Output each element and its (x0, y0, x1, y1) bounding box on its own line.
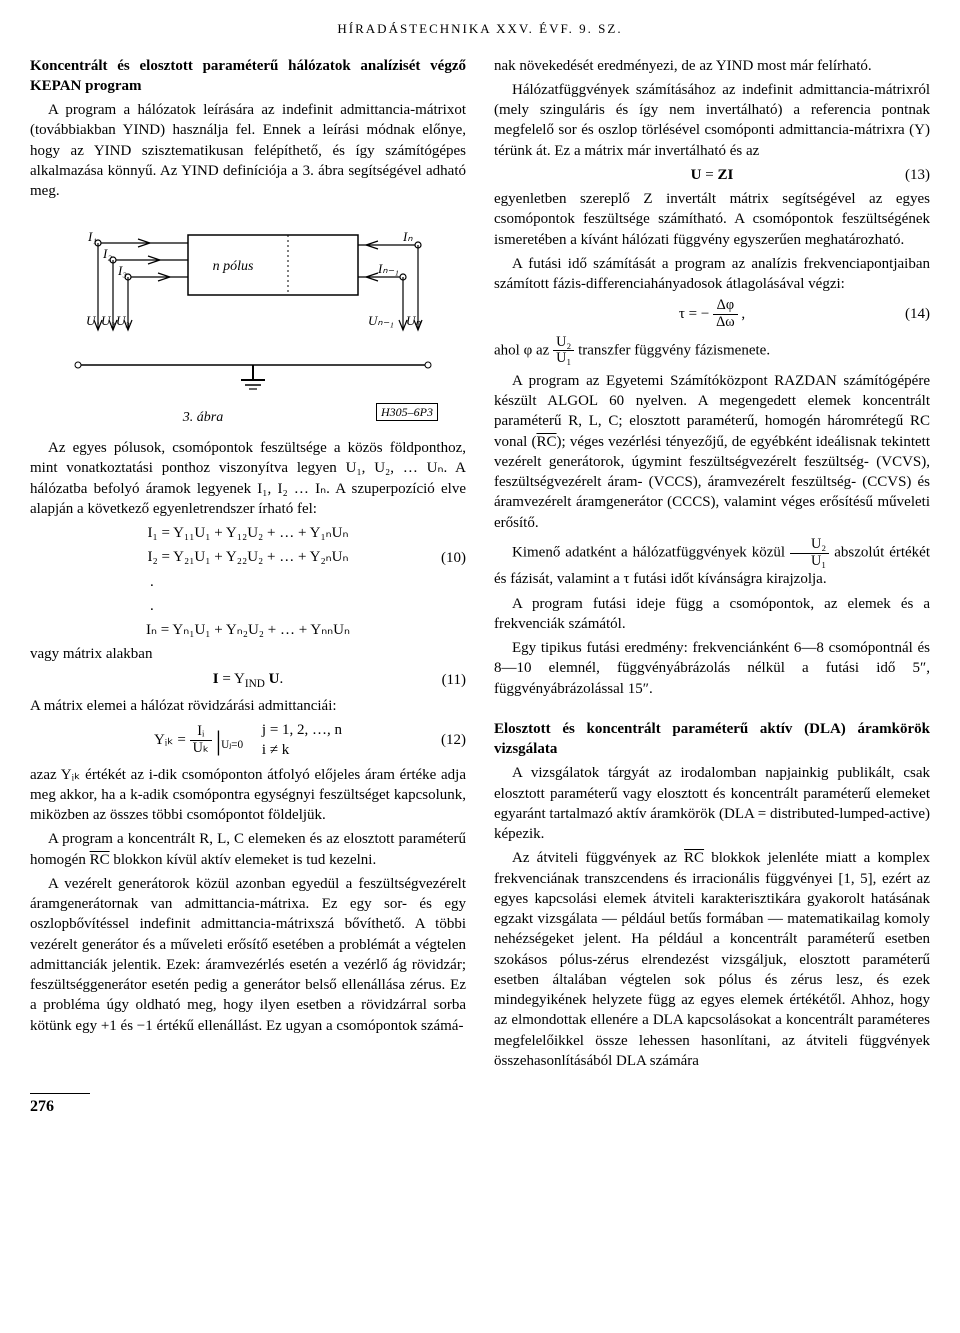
left-column: Koncentrált és elosztott paraméterű háló… (30, 56, 466, 1076)
para: A futási idő számítását a program az ana… (494, 254, 930, 295)
eq-text: U = ZI (691, 167, 734, 183)
para: Kimenő adatként a hálózatfüggvények közü… (494, 537, 930, 590)
circuit-diagram-svg: n pólus I₁ I₂ I₃ (58, 215, 438, 405)
eq-10a: I₁ = Y₁₁U₁ + Y₁₂U₂ + … + Y₁ₙUₙ (30, 523, 466, 543)
para: Az átviteli függvények az RC blokkok jel… (494, 848, 930, 1071)
para: Hálózatfüggvények számításához az indefi… (494, 80, 930, 161)
eq-num: (13) (905, 165, 930, 185)
text: blokkok jelenléte miatt a komplex frekve… (494, 850, 930, 1069)
i3-label: I₃ (117, 263, 127, 278)
i2-label: I₂ (102, 246, 112, 261)
eq-num: (14) (905, 304, 930, 324)
figure-3: n pólus I₁ I₂ I₃ (30, 215, 466, 428)
footer-rule (30, 1093, 90, 1094)
para: ahol φ az U₂U₁ transzfer függvény fázism… (494, 335, 930, 367)
rc-overline: RC (90, 852, 110, 868)
para: egyenletben szereplő Z invertált mátrix … (494, 189, 930, 250)
eq-text: I₂ = Y₂₁U₁ + Y₂₂U₂ + … + Y₂ₙUₙ (148, 549, 349, 565)
para: nak növekedését eredményezi, de az YIND … (494, 56, 930, 76)
in-label: Iₙ (402, 229, 413, 244)
para: A program a hálózatok leírására az indef… (30, 100, 466, 201)
text: ahol φ az (494, 342, 553, 358)
para: azaz Yᵢₖ értékét az i-dik csomóponton át… (30, 765, 466, 826)
para: A mátrix elemei a hálózat rövidzárási ad… (30, 696, 466, 716)
eq-13: U = ZI (13) (494, 165, 930, 185)
text: ); véges vezérlési tényezőjű, de egyébké… (494, 434, 930, 531)
eq-num: (11) (442, 670, 466, 690)
figure-code-box: H305–6P3 (376, 403, 438, 421)
running-header: HÍRADÁSTECHNIKA XXV. ÉVF. 9. SZ. (30, 20, 930, 38)
un-label: Uₙ (406, 313, 421, 328)
eq-dots: . (30, 572, 466, 592)
eq-num: (10) (441, 547, 466, 567)
para: A program futási ideje függ a csomóponto… (494, 594, 930, 635)
right-column: nak növekedését eredményezi, de az YIND … (494, 56, 930, 1076)
eq-text: I = YIND U. (213, 671, 283, 687)
eq-num: (12) (441, 730, 466, 750)
frac: U₂U₁ (553, 335, 574, 367)
para: A vezérelt generátorok közül azonban egy… (30, 874, 466, 1036)
text: Az átviteli függvények az (512, 850, 684, 866)
frac: U₂U₁ (790, 537, 829, 569)
para: vagy mátrix alakban (30, 644, 466, 664)
u3-label: U₃ (116, 313, 130, 328)
npolus-label: n pólus (213, 259, 254, 274)
rc-overline: RC (684, 850, 704, 866)
eq-11: I = YIND U. (11) (30, 669, 466, 692)
section-title-dla: Elosztott és koncentrált paraméterű aktí… (494, 719, 930, 760)
eq-10b: I₂ = Y₂₁U₁ + Y₂₂U₂ + … + Y₂ₙUₙ (10) (30, 547, 466, 567)
u2-label: U₂ (101, 313, 115, 328)
i1-label: I₁ (87, 229, 97, 244)
in1-label: Iₙ₋₁ (377, 261, 399, 276)
para: Az egyes pólusok, csomópontok feszültség… (30, 438, 466, 519)
para: A program az Egyetemi Számítóközpont RAZ… (494, 371, 930, 533)
rc-overline: RC (536, 434, 556, 450)
two-column-layout: Koncentrált és elosztott paraméterű háló… (30, 56, 930, 1076)
eq-text: τ = − ΔφΔω , (679, 306, 745, 322)
text: Kimenő adatként a hálózatfüggvények közü… (512, 545, 790, 561)
eq-14: τ = − ΔφΔω , (14) (494, 298, 930, 330)
un1-label: Uₙ₋₁ (368, 313, 394, 328)
para: A program a koncentrált R, L, C elemeken… (30, 829, 466, 870)
text: transzfer függvény fázismenete. (578, 342, 770, 358)
para: A vizsgálatok tárgyát az irodalomban nap… (494, 763, 930, 844)
eq-dots: . (30, 596, 466, 616)
text: blokkon kívül aktív elemeket is tud keze… (110, 852, 377, 868)
para: Egy tipikus futási eredmény: frekvencián… (494, 638, 930, 699)
eq-12: Yᵢₖ = IᵢUₖ |Uⱼ=0 j = 1, 2, …, n i ≠ k (1… (30, 720, 466, 761)
page-number: 276 (30, 1096, 930, 1118)
eq-10c: Iₙ = Yₙ₁U₁ + Yₙ₂U₂ + … + YₙₙUₙ (30, 620, 466, 640)
section-title-kepan: Koncentrált és elosztott paraméterű háló… (30, 56, 466, 97)
eq-text: Yᵢₖ = IᵢUₖ |Uⱼ=0 j = 1, 2, …, n i ≠ k (154, 732, 342, 748)
u1-label: U₁ (86, 313, 100, 328)
